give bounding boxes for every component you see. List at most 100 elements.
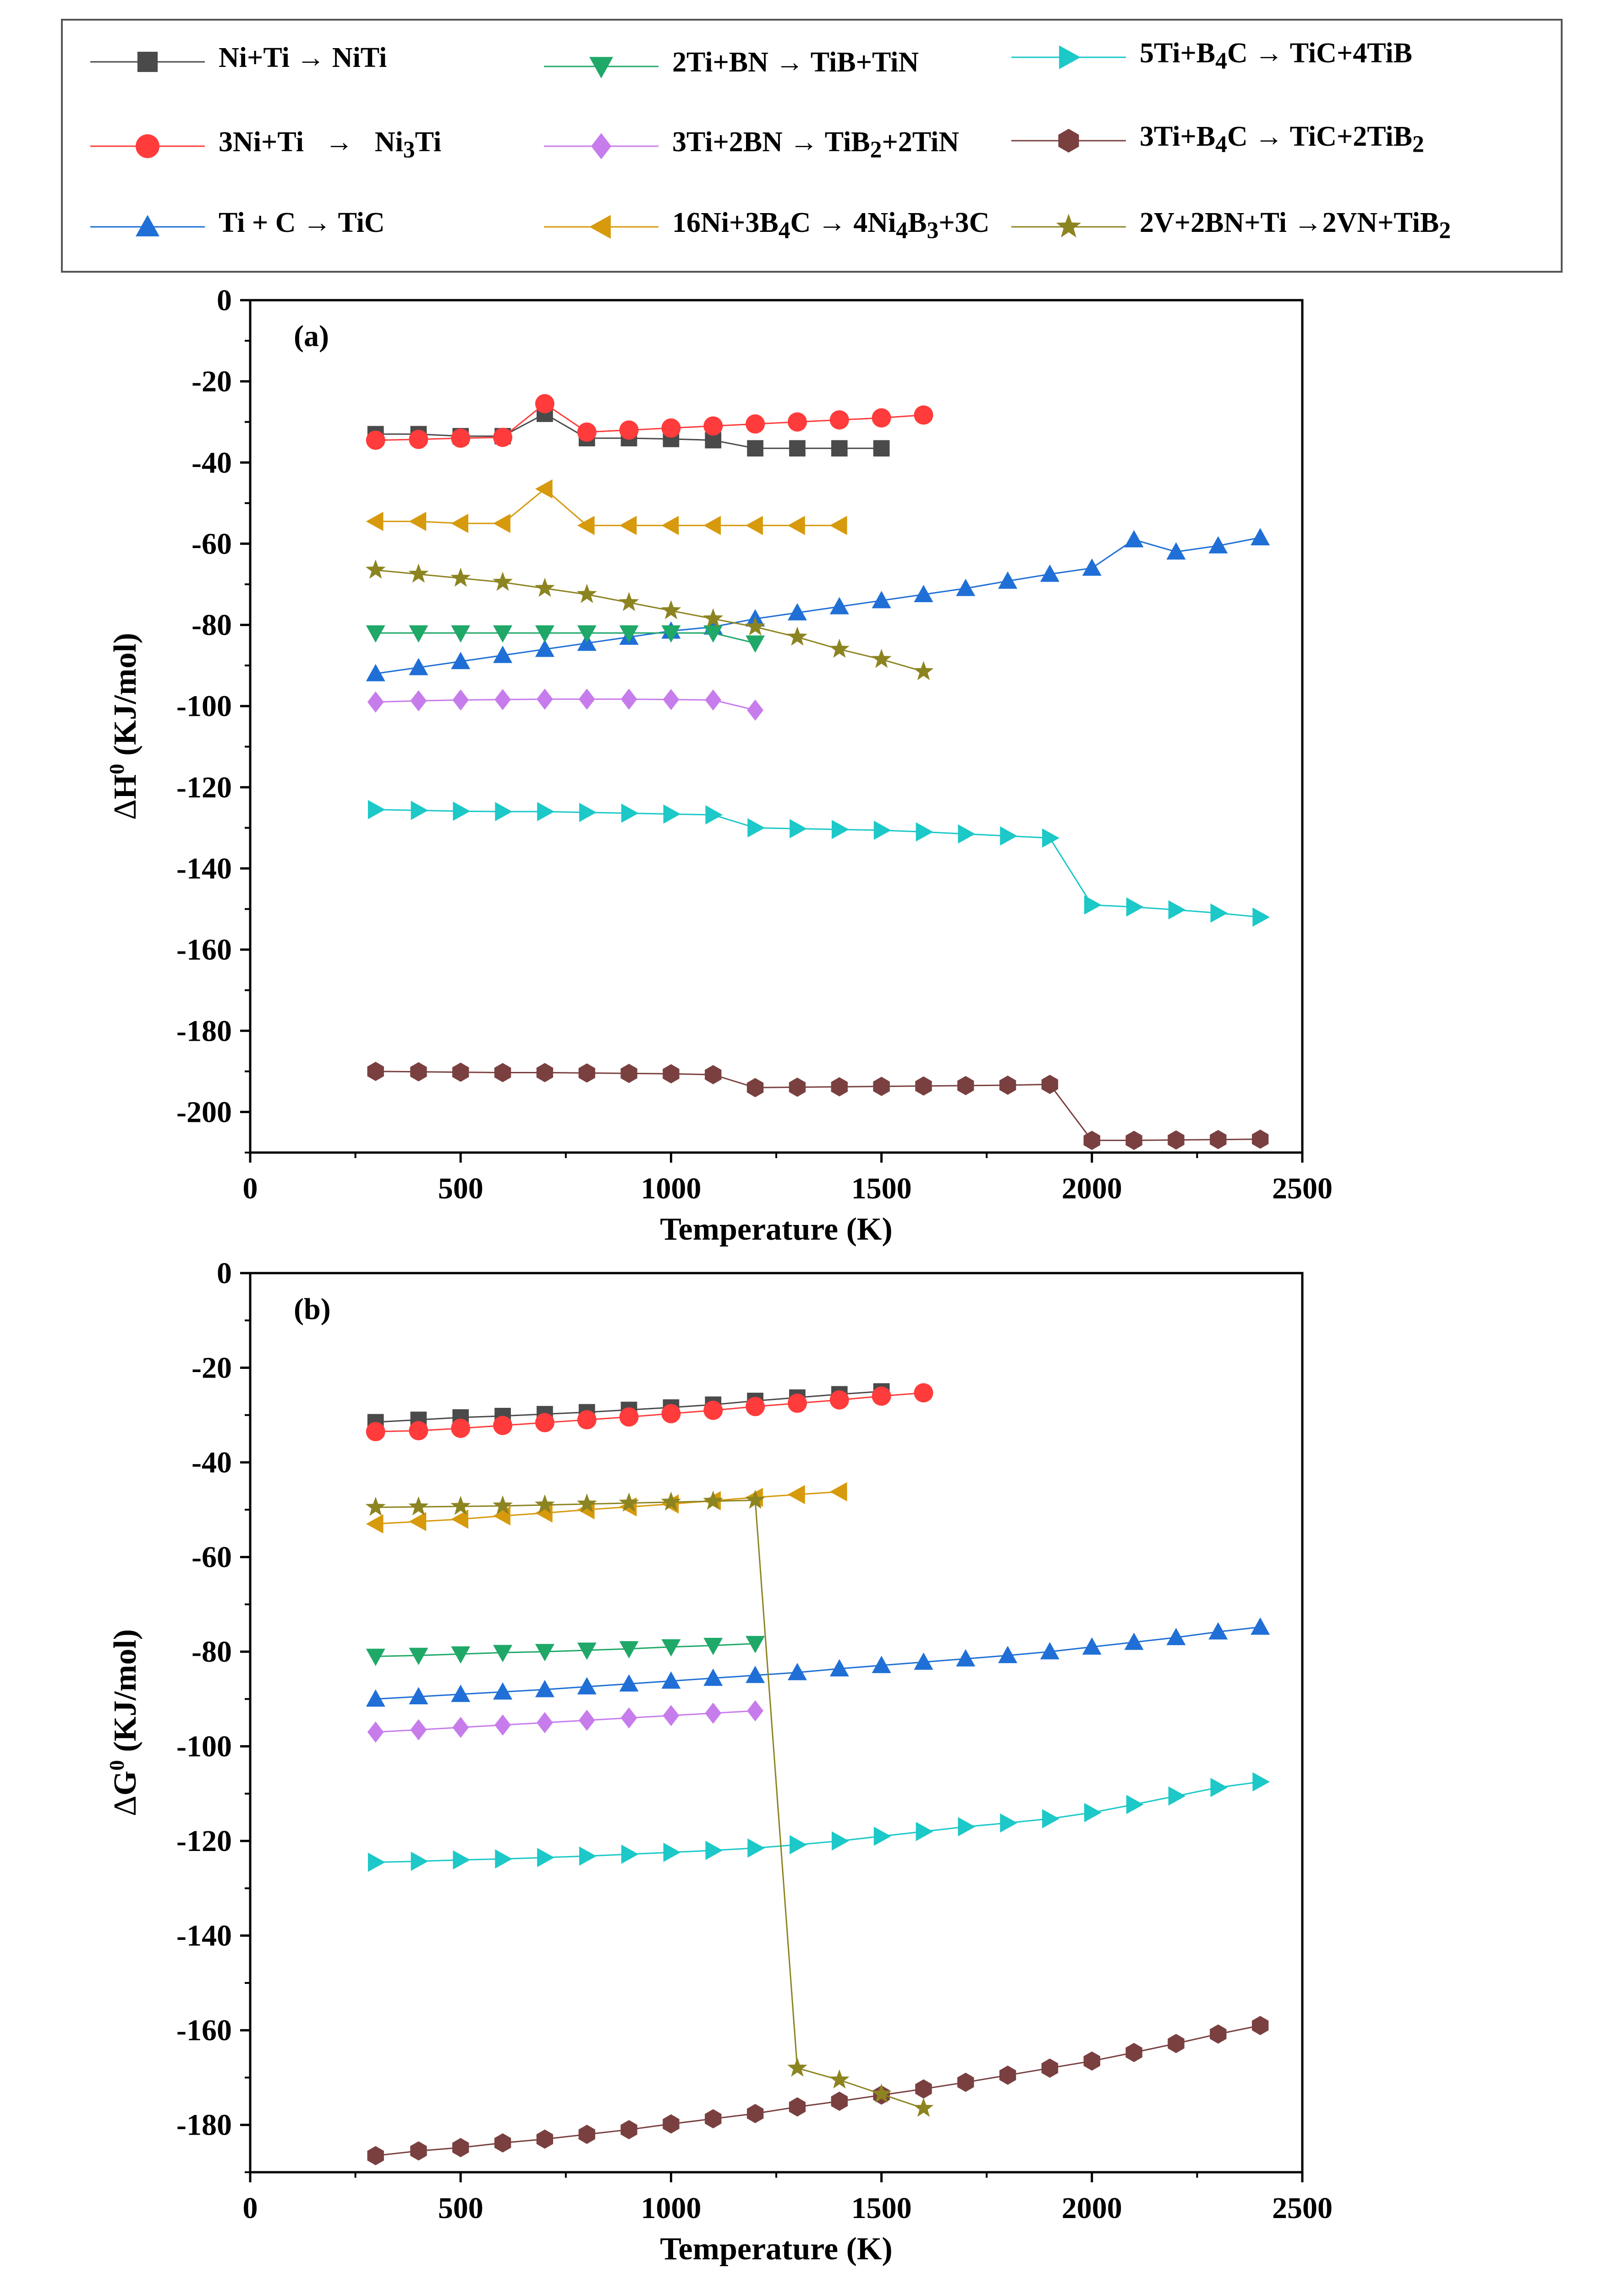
- data-point-tic: [661, 1671, 681, 1689]
- series-line-tib2-tin: [375, 1710, 756, 1733]
- data-point-vn-tib2: [787, 2057, 807, 2077]
- series-vn-tib2-a: [365, 559, 934, 681]
- data-point-ni3ti: [577, 422, 597, 442]
- data-point-ni3ti: [661, 1404, 681, 1423]
- data-point-tic-2tib2: [1168, 1130, 1185, 1150]
- data-point-niti: [789, 440, 806, 457]
- x-tick-label-a: 500: [438, 1172, 483, 1205]
- data-point-tic-2tib2: [789, 1077, 806, 1097]
- data-point-tic-4tib: [537, 802, 554, 821]
- data-point-tic: [1166, 1628, 1186, 1645]
- data-point-tic: [451, 652, 471, 670]
- data-point-tib-tin: [409, 1647, 428, 1665]
- data-point-tic: [1166, 542, 1186, 560]
- series-tic-b: [366, 1617, 1270, 1707]
- data-point-tic-2tib2: [367, 1061, 384, 1081]
- data-point-tic-2tib2: [915, 2079, 932, 2099]
- data-point-tic: [872, 1656, 891, 1673]
- data-point-tic-2tib2: [410, 2141, 427, 2161]
- data-point-tic-4tib: [621, 803, 639, 823]
- data-point-tic-4tib: [916, 822, 933, 842]
- legend-symbol-tic_2tib2: [1058, 129, 1079, 153]
- legend-marker-tic-4tib: [1011, 45, 1126, 69]
- data-point-tic-2tib2: [705, 2109, 722, 2129]
- data-point-tic-2tib2: [536, 2129, 554, 2149]
- y-tick-label-a: -120: [176, 771, 232, 804]
- data-point-vn-tib2: [408, 563, 429, 583]
- series-tib-tin-b: [366, 1636, 765, 1666]
- legend-symbol-vn_tib2: [1056, 214, 1081, 238]
- data-point-tic: [956, 1649, 976, 1667]
- data-point-ni3ti: [703, 416, 723, 436]
- data-point-tic-2tib2: [578, 1063, 595, 1083]
- data-point-tic-4tib: [663, 804, 681, 824]
- data-point-tic-4tib: [663, 1842, 681, 1862]
- data-point-tib2-tin: [578, 688, 595, 710]
- data-point-tic-4tib: [1168, 1786, 1186, 1806]
- series-line-vn-tib2: [375, 569, 924, 672]
- data-point-tic-4tib: [705, 805, 723, 825]
- data-point-tib2-tin: [410, 1719, 427, 1741]
- data-point-ni4b3: [535, 479, 553, 499]
- series-ni4b3-b: [366, 1482, 847, 1534]
- data-point-tib2-tin: [620, 688, 637, 710]
- data-point-tib-tin: [746, 635, 765, 653]
- data-point-ni3ti: [829, 1390, 849, 1410]
- data-point-ni4b3: [829, 1482, 847, 1502]
- data-point-ni4b3: [829, 516, 847, 535]
- data-point-vn-tib2: [576, 584, 597, 603]
- series-line-tic: [375, 537, 1261, 675]
- data-point-tic-4tib: [411, 1851, 428, 1871]
- data-point-tic-4tib: [1042, 1809, 1059, 1829]
- data-point-ni4b3: [493, 514, 510, 533]
- data-point-tic: [366, 664, 385, 681]
- data-point-ni3ti: [451, 1418, 471, 1438]
- data-point-ni3ti: [409, 1421, 428, 1440]
- legend-label-ni4b3: 16Ni+3B4C → 4Ni4B3+3C: [672, 207, 990, 244]
- data-point-tib-tin: [366, 1648, 385, 1666]
- series-ni3ti-a: [366, 394, 933, 450]
- data-point-tic: [619, 1674, 639, 1692]
- data-point-tic-2tib2: [494, 1063, 511, 1082]
- data-point-ni3ti: [746, 414, 765, 434]
- y-tick-label-b: -120: [176, 1824, 232, 1858]
- data-point-vn-tib2: [913, 661, 934, 681]
- series-line-ni4b3: [375, 1491, 839, 1525]
- data-point-vn-tib2: [829, 638, 850, 658]
- data-point-vn-tib2: [619, 592, 639, 611]
- data-point-ni3ti: [577, 1410, 597, 1430]
- series-line-tic-2tib2: [375, 1071, 1261, 1141]
- data-point-vn-tib2: [913, 2098, 934, 2117]
- data-point-vn-tib2: [493, 571, 513, 591]
- data-point-tib2-tin: [578, 1709, 595, 1731]
- data-point-ni3ti: [746, 1397, 765, 1417]
- data-point-tic-2tib2: [663, 1064, 680, 1084]
- data-point-tic: [1082, 1637, 1102, 1655]
- legend-label-tic: Ti + C → TiC: [219, 207, 385, 238]
- legend-entry-tib2-tin: 3Ti+2BN → TiB2+2TiN: [535, 110, 1030, 183]
- legend-label-tic-2tib2: 3Ti+B4C → TiC+2TiB2: [1140, 121, 1424, 158]
- data-point-tic-4tib: [873, 1826, 891, 1846]
- data-point-tic-2tib2: [620, 2120, 637, 2140]
- data-point-tic-2tib2: [746, 2103, 764, 2123]
- series-ni4b3-a: [366, 479, 847, 535]
- y-tick-label-b: -180: [176, 2109, 232, 2142]
- series-line-ni4b3: [375, 488, 839, 527]
- data-point-tib-tin: [535, 1644, 554, 1662]
- data-point-tic-2tib2: [1041, 1075, 1059, 1094]
- data-point-tic-2tib2: [578, 2125, 595, 2144]
- y-tick-label-b: -140: [176, 1919, 232, 1953]
- data-point-niti: [747, 440, 763, 457]
- legend-marker-niti: [90, 51, 205, 72]
- data-point-tic: [1208, 1622, 1228, 1640]
- data-point-tic-4tib: [1000, 826, 1018, 846]
- y-tick-label-a: -140: [176, 852, 232, 885]
- series-tic-4tib-b: [368, 1772, 1270, 1872]
- data-point-ni4b3: [577, 516, 595, 535]
- data-point-tib2-tin: [747, 699, 763, 721]
- data-point-vn-tib2: [619, 1492, 639, 1512]
- data-point-vn-tib2: [365, 559, 386, 579]
- data-point-ni3ti: [493, 428, 513, 447]
- data-point-ni4b3: [451, 514, 468, 533]
- data-point-tic-2tib2: [831, 2092, 848, 2111]
